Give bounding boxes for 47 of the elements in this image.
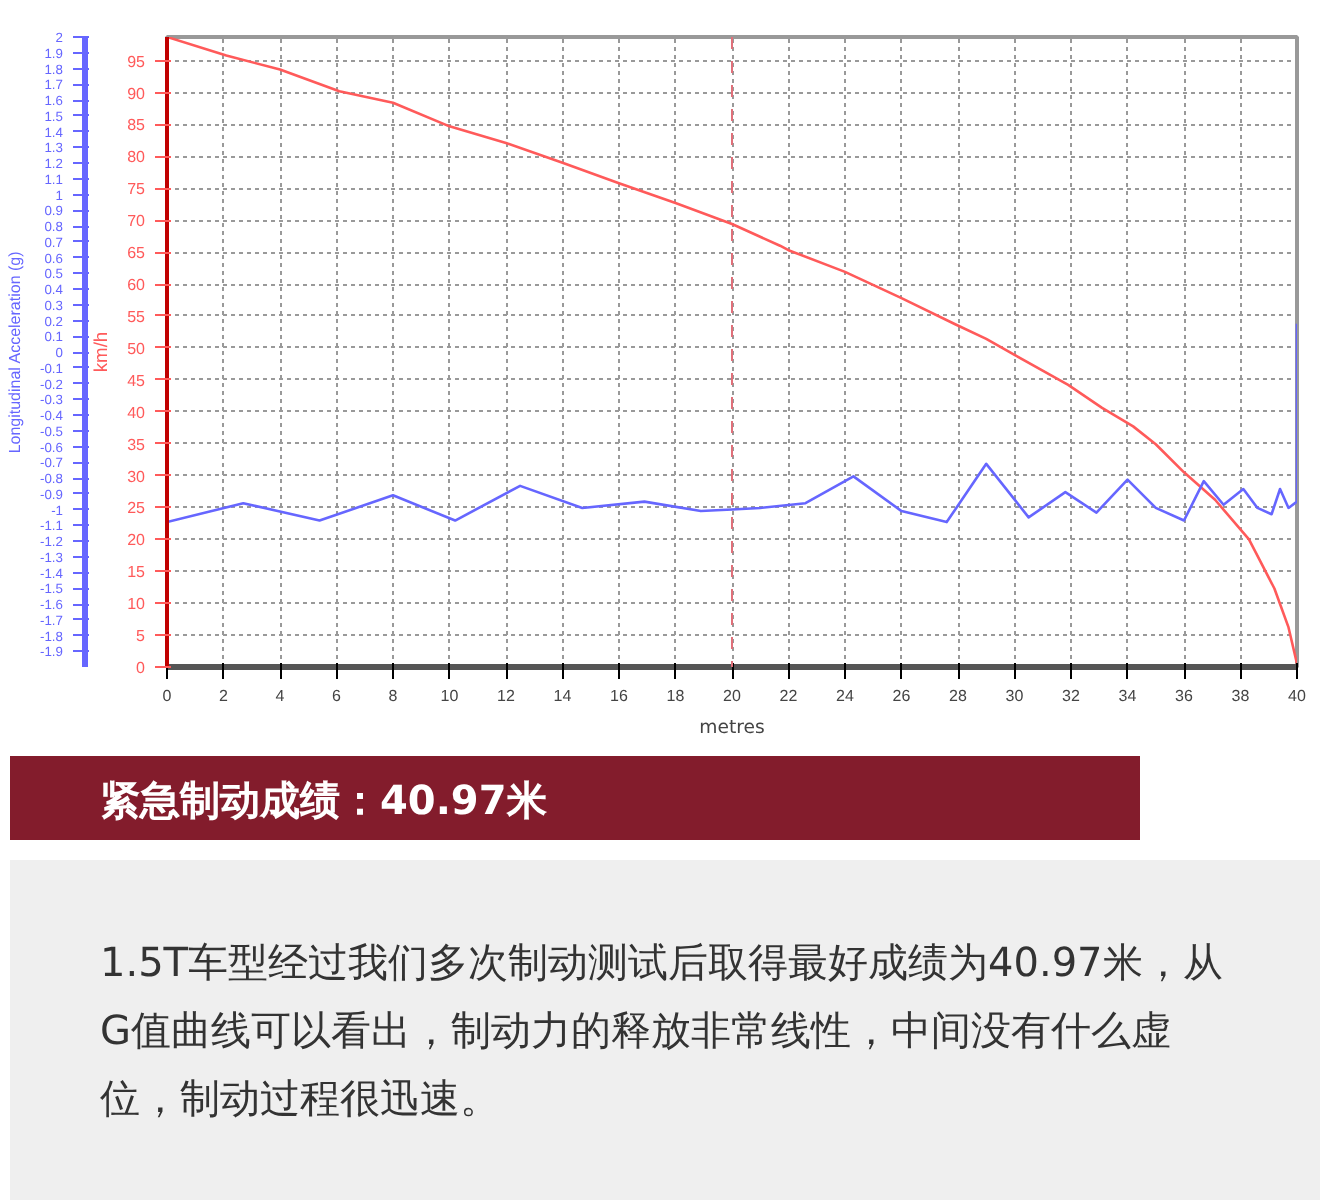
x-tick-label: 24	[836, 687, 855, 705]
x-tick-label: 20	[723, 687, 742, 705]
x-tick-label: 34	[1118, 687, 1138, 705]
x-tick-label: 40	[1288, 687, 1307, 705]
text: 1.5T车型经过我们多次制动测试后取得最好成绩为40.97米，从G值曲线可以看出，制动力的释放非常线性，中间没有什么虚位，制动过程很迅速。	[100, 936, 1225, 1126]
x-tick-label: 14	[553, 687, 573, 705]
x-tick-label: 10	[440, 687, 460, 705]
x-tick-label: 30	[1005, 687, 1025, 705]
y-tick-label: 15	[127, 563, 147, 582]
y-tick-label: 45	[127, 371, 147, 390]
y-tick-label: 5	[136, 627, 147, 646]
x-tick-label: 38	[1231, 687, 1251, 705]
y-tick-label: 80	[127, 148, 147, 167]
x-tick-label: 28	[949, 687, 968, 705]
y-tick-label: 30	[127, 467, 147, 486]
x-tick-label: 26	[892, 687, 912, 705]
x-tick-label: 22	[779, 687, 799, 705]
y-tick-label: 90	[127, 84, 147, 103]
y-tick-label: 65	[127, 244, 147, 263]
x-tick-label: 36	[1175, 687, 1194, 705]
x-tick-label: 16	[610, 687, 629, 705]
y-tick-label: 0	[136, 659, 147, 677]
y-tick-label: 70	[127, 212, 147, 231]
y-tick-label: 10	[127, 595, 147, 614]
y-tick-label: 60	[127, 276, 147, 295]
y2-axis-title: Longitudinal Acceleration (g)	[6, 250, 25, 454]
x-tick-label: 2	[219, 687, 230, 705]
x-tick-label: 6	[332, 687, 343, 705]
x-tick-label: 12	[497, 687, 516, 705]
x-tick-label: 0	[162, 687, 173, 705]
line-series	[167, 322, 1297, 524]
y-tick-label: 75	[127, 180, 147, 199]
x-tick-label: 8	[388, 687, 399, 705]
y-tick-label: 25	[127, 499, 147, 518]
text: 紧急制动成绩：40.97米	[100, 774, 547, 828]
x-tick-label: 4	[275, 687, 286, 705]
x-tick-label: 18	[666, 687, 686, 705]
y-axis-title: km/h	[91, 331, 112, 373]
y-tick-label: 40	[127, 403, 147, 422]
y-tick-label: 55	[127, 307, 147, 326]
x-axis-title: metres	[699, 717, 765, 739]
y-tick-label: 50	[127, 339, 147, 358]
y-tick-label: 35	[127, 435, 147, 454]
x-tick-label: 32	[1062, 687, 1081, 705]
y-tick-label: 20	[127, 531, 147, 550]
y-tick-label: 85	[127, 116, 147, 135]
y-tick-label: 95	[127, 52, 147, 71]
